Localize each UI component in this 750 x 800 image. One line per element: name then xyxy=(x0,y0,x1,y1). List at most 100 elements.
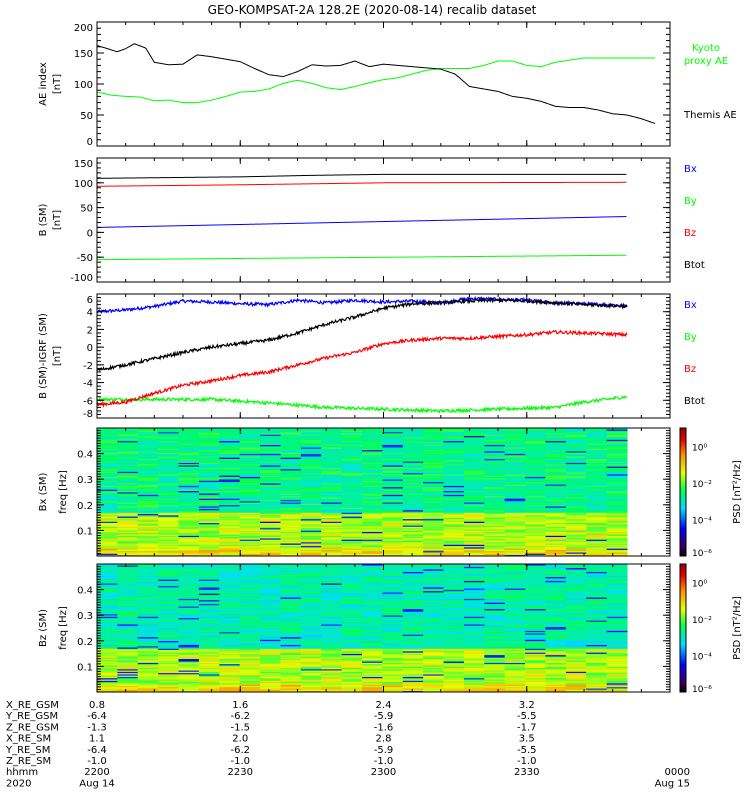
spectrogram-cell xyxy=(260,647,281,649)
spectrogram-cell xyxy=(402,438,424,440)
spectrogram-cell xyxy=(402,474,424,476)
spectrogram-cell xyxy=(137,512,159,515)
spectrogram-cell xyxy=(137,439,159,442)
spectrogram-cell xyxy=(565,502,587,504)
spectrogram-cell xyxy=(586,453,608,456)
spectrogram-cell xyxy=(504,458,526,461)
spectrogram-cell xyxy=(565,449,587,452)
spectrogram-cell xyxy=(117,599,139,602)
spectrogram-cell xyxy=(484,445,506,448)
spectrogram-cell xyxy=(545,488,567,490)
spectrogram-cell xyxy=(219,550,241,553)
spectrogram-cell xyxy=(198,452,220,454)
spectrogram-cell xyxy=(300,444,322,447)
spectrogram-cell xyxy=(606,492,628,494)
spectrogram-cell xyxy=(300,545,322,548)
spectrogram-cell xyxy=(443,539,465,541)
spectrogram-cell xyxy=(300,499,322,502)
spectrogram-cell xyxy=(443,676,465,679)
spectrogram-cell xyxy=(463,536,485,539)
spectrogram-cell xyxy=(178,657,200,660)
spectrogram-cell xyxy=(545,543,567,545)
spectrogram-cell xyxy=(362,483,383,485)
spectrogram-cell xyxy=(423,674,445,676)
spectrogram-cell xyxy=(525,477,546,480)
spectrogram-cell xyxy=(239,596,261,598)
spectrogram-cell xyxy=(280,679,302,681)
spectrogram-cell xyxy=(239,634,261,636)
spectrogram-cell xyxy=(402,613,424,616)
spectrogram-cell xyxy=(219,601,241,603)
spectrogram-cell xyxy=(137,535,159,538)
spectrogram-cell xyxy=(504,498,526,500)
spectrogram-cell xyxy=(137,503,159,506)
spectrogram-cell xyxy=(198,594,220,597)
spectrogram-cell xyxy=(321,494,343,497)
legend-btot: Btot xyxy=(684,396,705,407)
spectrogram-cell xyxy=(525,522,546,525)
colorbar-segment xyxy=(680,438,686,442)
spectrogram-cell xyxy=(219,541,241,544)
spectrogram-cell xyxy=(341,599,363,602)
spectrogram-cell xyxy=(260,517,281,520)
spectrogram-cell xyxy=(117,472,139,475)
spectrogram-cell xyxy=(321,574,343,576)
spectrogram-cell xyxy=(402,597,424,599)
colorbar-segment xyxy=(680,534,686,538)
spectrogram-cell xyxy=(443,494,465,497)
spectrogram-cell xyxy=(158,521,180,524)
spectrogram-cell xyxy=(117,647,139,649)
spectrogram-cell xyxy=(97,681,118,684)
spectrogram-cell xyxy=(239,689,261,692)
spectrogram-cell xyxy=(300,548,322,550)
spectrogram-cell xyxy=(198,624,220,626)
spectrogram-cell xyxy=(606,436,628,439)
y-tick-label: 6 xyxy=(87,295,93,306)
spectrogram-cell xyxy=(198,688,220,690)
spectrogram-cell xyxy=(443,656,465,658)
spectrogram-cell xyxy=(198,683,220,685)
spectrogram-cell xyxy=(219,643,241,645)
spectrogram-cell xyxy=(239,544,261,547)
spectrogram-cell xyxy=(137,526,159,529)
spectrogram-cell xyxy=(423,470,445,472)
spectrogram-cell xyxy=(178,638,200,640)
spectrogram-cell xyxy=(300,639,322,642)
y-axis-label: B (SM)-IGRF (SM) xyxy=(38,313,49,399)
spectrogram-cell xyxy=(341,604,363,607)
spectrogram-cell xyxy=(443,442,465,444)
spectrogram-cell xyxy=(178,684,200,686)
spectrogram-cell xyxy=(321,463,343,466)
spectrogram-cell xyxy=(260,436,281,439)
spectrogram-cell xyxy=(97,602,118,604)
spectrogram-cell xyxy=(260,503,281,506)
spectrogram-cell xyxy=(484,553,506,556)
spectrogram-cell xyxy=(97,439,118,442)
spectrogram-cell xyxy=(280,625,302,628)
spectrogram-cell xyxy=(198,456,220,458)
spectrogram-cell xyxy=(341,645,363,648)
spectrogram-cell xyxy=(606,433,628,435)
spectrogram-cell xyxy=(97,443,118,445)
spectrogram-cell xyxy=(97,599,118,602)
spectrogram-cell xyxy=(117,445,139,448)
spectrogram-cell xyxy=(97,616,118,619)
spectrogram-cell xyxy=(117,492,139,494)
spectrogram-cell xyxy=(423,486,445,489)
spectrogram-cell xyxy=(300,566,322,569)
spectrogram-cell xyxy=(158,658,180,661)
spectrogram-cell xyxy=(341,488,363,490)
spectrogram-cell xyxy=(463,549,485,552)
spectrogram-cell xyxy=(443,499,465,502)
spectrogram-cell xyxy=(443,481,465,484)
spectrogram-cell xyxy=(158,476,180,479)
spectrogram-cell xyxy=(178,658,200,661)
spectrogram-cell xyxy=(117,626,139,629)
spectrogram-cell xyxy=(300,578,322,580)
spectrogram-cell xyxy=(97,667,118,670)
spectrogram-cell xyxy=(423,534,445,536)
spectrogram-cell xyxy=(362,629,383,631)
spectrogram-cell xyxy=(443,515,465,517)
spectrogram-cell xyxy=(158,689,180,692)
spectrogram-cell xyxy=(341,672,363,675)
